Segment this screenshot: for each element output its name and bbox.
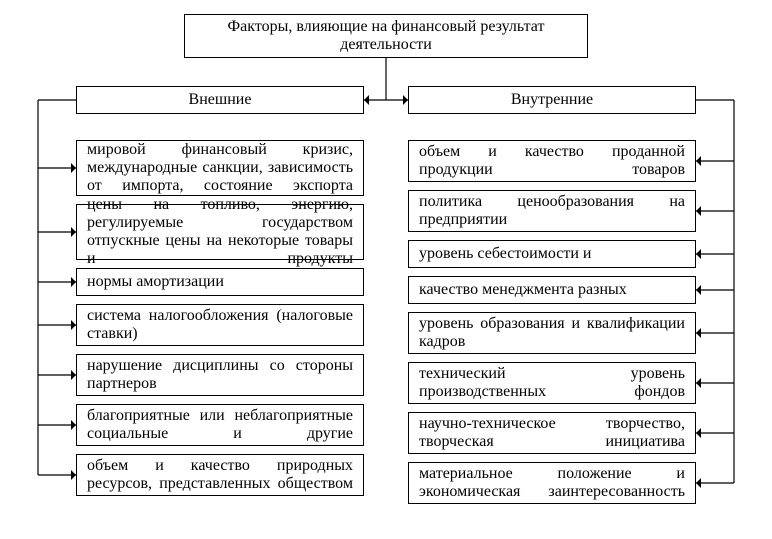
- internal-item-0: объем и качество проданной продукции тов…: [408, 140, 696, 182]
- internal-item-5-label: технический уровень производственных фон…: [419, 365, 685, 401]
- internal-item-0-label: объем и качество проданной продукции тов…: [419, 143, 685, 179]
- external-item-1-label: цены на топливо, энергию, регулируемые г…: [87, 196, 353, 268]
- title-box-label: Факторы, влияющие на финансовый результа…: [193, 18, 579, 54]
- internal-item-7-label: материальное положение и экономическая з…: [419, 465, 685, 501]
- internal-item-6: научно-техническое творчество, творческа…: [408, 412, 696, 454]
- title-box: Факторы, влияющие на финансовый результа…: [184, 14, 588, 58]
- external-item-6: объем и качество природных ресурсов, пре…: [76, 454, 364, 496]
- external-item-2-label: нормы амортизации: [87, 273, 353, 291]
- external-item-2: нормы амортизации: [76, 268, 364, 296]
- external-item-4-label: нарушение дисциплины со стороны партнеро…: [87, 357, 353, 393]
- internal-item-6-label: научно-техническое творчество, творческа…: [419, 415, 685, 451]
- category-external-label: Внешние: [189, 91, 252, 109]
- internal-item-2: уровень себестоимости и: [408, 240, 696, 268]
- internal-item-1: политика ценообразования на предприятии: [408, 190, 696, 232]
- external-item-1: цены на топливо, энергию, регулируемые г…: [76, 204, 364, 260]
- internal-item-4-label: уровень образования и квалификации кадро…: [419, 315, 685, 351]
- external-item-0-label: мировой финансовый кризис, международные…: [87, 141, 353, 195]
- category-external: Внешние: [76, 86, 364, 114]
- external-item-0: мировой финансовый кризис, международные…: [76, 140, 364, 196]
- external-item-5: благоприятные или неблагоприятные социал…: [76, 404, 364, 446]
- internal-item-3-label: качество менеджмента разных: [419, 281, 685, 299]
- internal-item-4: уровень образования и квалификации кадро…: [408, 312, 696, 354]
- category-internal: Внутренние: [408, 86, 696, 114]
- internal-item-5: технический уровень производственных фон…: [408, 362, 696, 404]
- external-item-5-label: благоприятные или неблагоприятные социал…: [87, 407, 353, 443]
- diagram-canvas: Факторы, влияющие на финансовый результа…: [0, 0, 772, 539]
- internal-item-2-label: уровень себестоимости и: [419, 245, 685, 263]
- external-item-4: нарушение дисциплины со стороны партнеро…: [76, 354, 364, 396]
- internal-item-3: качество менеджмента разных: [408, 276, 696, 304]
- internal-item-7: материальное положение и экономическая з…: [408, 462, 696, 504]
- category-internal-label: Внутренние: [511, 91, 593, 109]
- internal-item-1-label: политика ценообразования на предприятии: [419, 193, 685, 229]
- external-item-6-label: объем и качество природных ресурсов, пре…: [87, 457, 353, 493]
- external-item-3-label: система налогообложения (налоговые ставк…: [87, 307, 353, 343]
- external-item-3: система налогообложения (налоговые ставк…: [76, 304, 364, 346]
